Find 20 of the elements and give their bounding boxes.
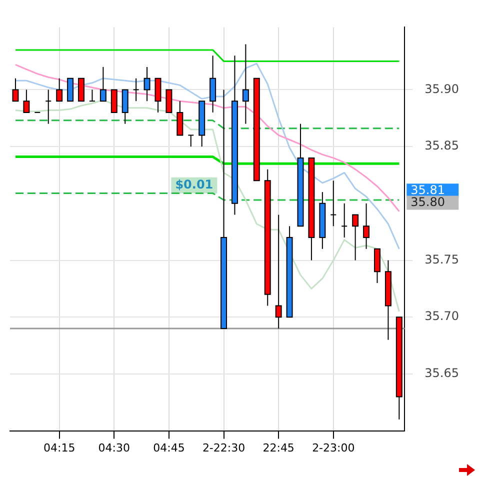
candlestick [88,89,96,102]
annotation: $0.01 [175,178,214,192]
candlestick [330,180,337,227]
y-tick-label: 35.65 [424,366,460,380]
y-tick-label: 35.75 [424,252,460,266]
candlestick [45,89,52,124]
text: 35.81 [410,182,446,197]
candlestick [341,202,348,238]
y-tick-label: 35.70 [424,309,460,324]
candlestick [188,134,194,148]
x-tick-label: 04:15 [43,441,76,454]
x-tick-label: 2-23:00 [312,441,355,454]
x-tick-label: 04:30 [98,441,130,454]
x-tick-label: 04:45 [153,441,185,454]
y-tick-label: 35.85 [424,138,460,153]
candlestick [132,78,140,102]
x-tick-label: 22:45 [262,441,294,454]
text: 35.80 [410,194,446,209]
x-tick-label: 2-22:30 [202,441,246,454]
y-tick-label: 35.90 [424,82,460,96]
